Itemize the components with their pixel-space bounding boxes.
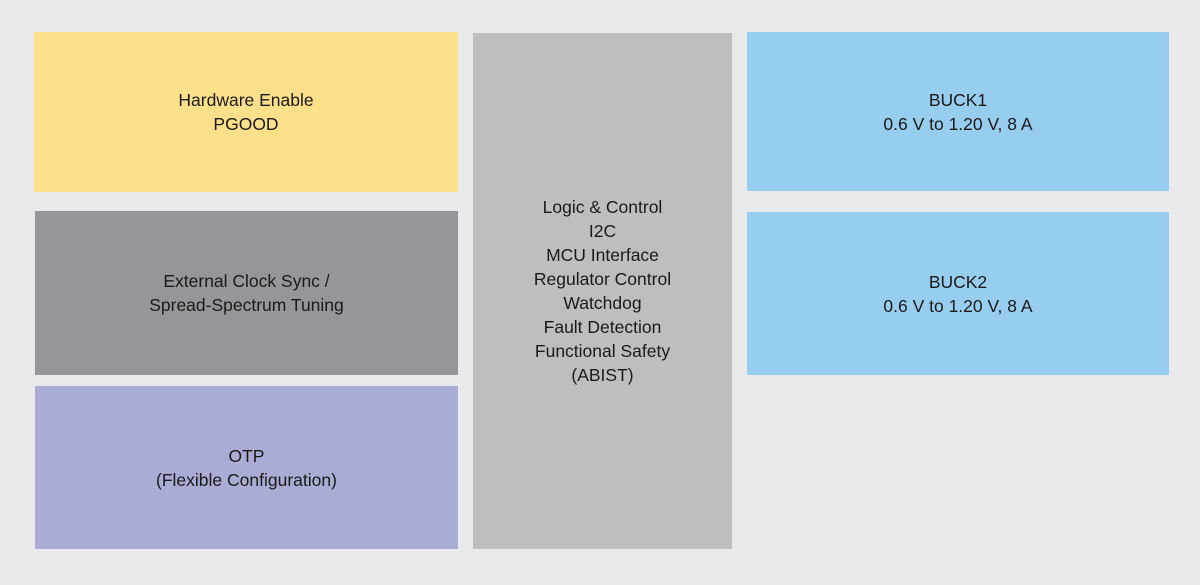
buck2-block: BUCK2 0.6 V to 1.20 V, 8 A <box>747 212 1169 375</box>
clock-block: External Clock Sync / Spread-Spectrum Tun… <box>35 211 458 375</box>
block-label: Logic & Control <box>542 197 663 217</box>
block-label: 0.6 V to 1.20 V, 8 A <box>883 295 1033 316</box>
logic-block: Logic & Control I2C MCU Interface Regulator… <box>473 33 732 549</box>
block-label: Functional Safety <box>534 341 671 361</box>
block-label: MCU Interface <box>546 245 659 265</box>
block-label: Hardware Enable <box>178 90 314 110</box>
buck1-block: BUCK1 0.6 V to 1.20 V, 8 A <box>747 32 1169 191</box>
block-label: (ABIST) <box>571 365 634 385</box>
block-label: External Clock Sync / <box>163 271 330 291</box>
block-label: OTP <box>228 445 265 466</box>
block-label: Regulator Control <box>533 269 672 289</box>
block-label: (Flexible Configuration) <box>156 469 337 490</box>
otp-block: OTP (Flexible Configuration) <box>35 386 458 549</box>
block-label: 0.6 V to 1.20 V, 8 A <box>883 113 1033 134</box>
enable-block: Hardware Enable PGOOD <box>34 32 458 192</box>
block-label: BUCK2 <box>928 271 988 292</box>
block-label: BUCK1 <box>928 89 988 110</box>
block-label: Watchdog <box>563 293 642 313</box>
block-label: I2C <box>588 221 617 241</box>
block-label: PGOOD <box>213 114 279 134</box>
block-label: Spread-Spectrum Tuning <box>149 295 344 315</box>
block-label: Fault Detection <box>543 317 662 337</box>
